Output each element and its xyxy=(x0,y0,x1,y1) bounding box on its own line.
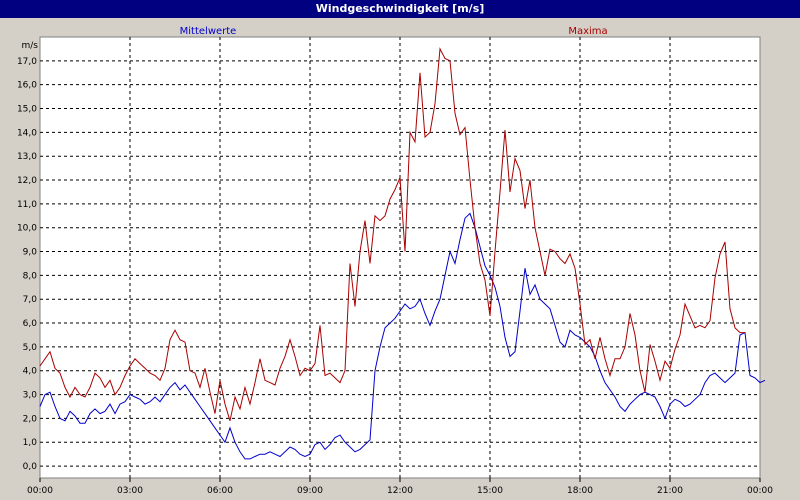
y-tick-label: 11,0 xyxy=(17,200,37,210)
y-tick-label: 4,0 xyxy=(23,367,38,377)
x-tick-time-label: 09:00 xyxy=(297,486,323,496)
series-maxima-line xyxy=(39,47,745,421)
wind-speed-chart: 0,0 1,0 2,0 3,0 4,0 5,0 6,0 7,0 8,0 9,0 10,0 11,0 12… xyxy=(0,18,800,500)
chart-title: Windgeschwindigkeit [m/s] xyxy=(0,0,800,18)
y-tick-label: 1,0 xyxy=(23,438,38,448)
y-tick-label: 9,0 xyxy=(23,248,38,258)
y-tick-label: 10,0 xyxy=(17,224,37,234)
series-layer xyxy=(39,47,766,460)
legend-maxima: Maxima xyxy=(568,26,607,37)
y-tick-label: 3,0 xyxy=(23,391,38,401)
y-tick-label: 17,0 xyxy=(17,57,37,67)
series-mittelwerte-line xyxy=(39,212,766,460)
y-tick-label: 2,0 xyxy=(23,414,38,424)
y-tick-label: 5,0 xyxy=(23,343,38,353)
y-tick-label: 8,0 xyxy=(23,271,38,281)
y-tick-label: 6,0 xyxy=(23,319,38,329)
y-tick-label: 16,0 xyxy=(17,81,37,91)
x-tick-time-label: 15:00 xyxy=(477,486,503,496)
y-tick-label: 0,0 xyxy=(23,462,38,472)
x-tick-time-label: 00:00 xyxy=(27,486,53,496)
y-tick-label: 15,0 xyxy=(17,105,37,115)
x-tick-time-label: 06:00 xyxy=(207,486,233,496)
x-tick-time-label: 21:00 xyxy=(657,486,683,496)
y-tick-label: 13,0 xyxy=(17,152,37,162)
axes: 0,0 1,0 2,0 3,0 4,0 5,0 6,0 7,0 8,0 9,0 10,0 11,0 12… xyxy=(17,57,773,496)
y-tick-label: 7,0 xyxy=(23,295,38,305)
x-tick-time-label: 12:00 xyxy=(387,486,413,496)
y-axis-unit-label: m/s xyxy=(22,41,39,51)
y-tick-label: 14,0 xyxy=(17,128,37,138)
x-tick-time-label: 18:00 xyxy=(567,486,593,496)
legend-mittelwerte: Mittelwerte xyxy=(180,26,237,37)
x-tick-time-label: 00:00 xyxy=(747,486,773,496)
x-tick-time-label: 03:00 xyxy=(117,486,143,496)
y-tick-label: 12,0 xyxy=(17,176,37,186)
